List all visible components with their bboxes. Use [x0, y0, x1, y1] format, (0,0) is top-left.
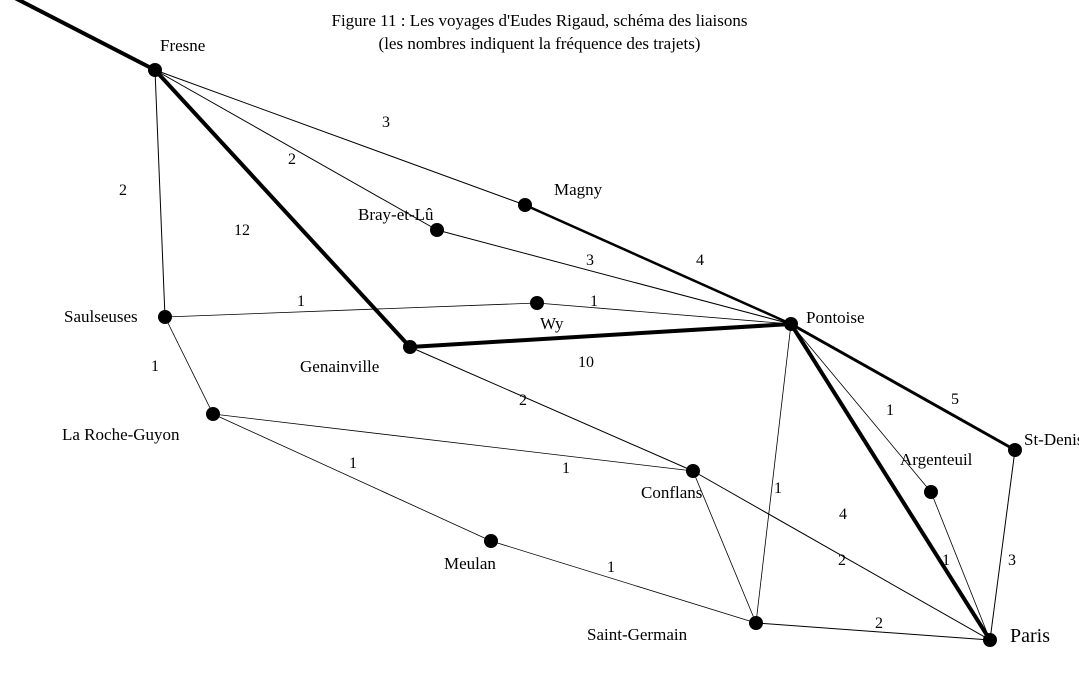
- node-label-genainville: Genainville: [300, 357, 379, 377]
- node-label-conflans: Conflans: [641, 483, 702, 503]
- edge-weight-genainville-conflans: 2: [519, 392, 527, 410]
- edge-weight-meulan-saintgermain: 1: [607, 559, 615, 577]
- node-conflans: [686, 464, 700, 478]
- node-label-argenteuil: Argenteuil: [900, 450, 972, 470]
- edge-saulseuses-wy: [165, 303, 537, 317]
- edge-pontoise-paris: [791, 324, 990, 640]
- node-label-meulan: Meulan: [444, 554, 496, 574]
- node-pontoise: [784, 317, 798, 331]
- edge-weight-saintgermain-paris: 2: [875, 615, 883, 633]
- node-fresne: [148, 63, 162, 77]
- node-label-magny: Magny: [554, 180, 602, 200]
- node-label-stdenis: St-Denis: [1024, 430, 1079, 450]
- edge-weight-conflans-saintgermain: 1: [774, 480, 782, 498]
- edge-saintgermain-paris: [756, 623, 990, 640]
- node-label-brayetlu: Bray-et-Lû: [358, 205, 434, 225]
- edge-weight-fresne-brayetlu: 2: [288, 151, 296, 169]
- edge-weight-magny-pontoise: 4: [696, 252, 704, 270]
- edge-weight-fresne-magny: 3: [382, 114, 390, 132]
- edge-weight-argenteuil-paris: 1: [942, 552, 950, 570]
- node-label-paris: Paris: [1010, 625, 1050, 648]
- node-argenteuil: [924, 485, 938, 499]
- node-brayetlu: [430, 223, 444, 237]
- edge-weight-fresne-genainville: 12: [234, 222, 250, 240]
- node-larocheguyon: [206, 407, 220, 421]
- node-label-pontoise: Pontoise: [806, 308, 865, 328]
- edge-genainville-pontoise: [410, 324, 791, 347]
- node-saulseuses: [158, 310, 172, 324]
- node-meulan: [484, 534, 498, 548]
- node-stdenis: [1008, 443, 1022, 457]
- edge-weight-stdenis-paris: 3: [1008, 552, 1016, 570]
- node-magny: [518, 198, 532, 212]
- edge-offscreen: [0, 0, 155, 70]
- edge-argenteuil-paris: [931, 492, 990, 640]
- edge-larocheguyon-meulan: [213, 414, 491, 541]
- edge-fresne-saulseuses: [155, 70, 165, 317]
- edge-weight-brayetlu-pontoise: 3: [586, 252, 594, 270]
- edge-genainville-conflans: [410, 347, 693, 471]
- node-saintgermain: [749, 616, 763, 630]
- edge-weight-saulseuses-larocheguyon: 1: [151, 358, 159, 376]
- edge-weight-conflans-paris: 2: [838, 552, 846, 570]
- node-wy: [530, 296, 544, 310]
- edge-weight-fresne-saulseuses: 2: [119, 182, 127, 200]
- edge-larocheguyon-conflans: [213, 414, 693, 471]
- edge-weight-saulseuses-wy: 1: [297, 293, 305, 311]
- edge-weight-wy-pontoise: 1: [590, 293, 598, 311]
- edge-pontoise-stdenis: [791, 324, 1015, 450]
- edge-weight-genainville-pontoise: 10: [578, 354, 594, 372]
- edge-weight-larocheguyon-conflans: 1: [562, 460, 570, 478]
- node-genainville: [403, 340, 417, 354]
- node-label-wy: Wy: [540, 314, 564, 334]
- node-label-fresne: Fresne: [160, 36, 205, 56]
- edge-pontoise-saintgermain: [756, 324, 791, 623]
- edge-magny-pontoise: [525, 205, 791, 324]
- node-label-larocheguyon: La Roche-Guyon: [62, 425, 180, 445]
- edge-meulan-saintgermain: [491, 541, 756, 623]
- node-label-saulseuses: Saulseuses: [64, 307, 138, 327]
- network-diagram: [0, 0, 1079, 673]
- edge-weight-larocheguyon-meulan: 1: [349, 455, 357, 473]
- node-label-saintgermain: Saint-Germain: [587, 625, 687, 645]
- edge-weight-pontoise-argenteuil: 1: [886, 402, 894, 420]
- node-paris: [983, 633, 997, 647]
- edge-conflans-saintgermain: [693, 471, 756, 623]
- edge-weight-pontoise-stdenis: 5: [951, 391, 959, 409]
- edge-saulseuses-larocheguyon: [165, 317, 213, 414]
- edge-stdenis-paris: [990, 450, 1015, 640]
- edge-weight-pontoise-paris: 4: [839, 506, 847, 524]
- edge-fresne-magny: [155, 70, 525, 205]
